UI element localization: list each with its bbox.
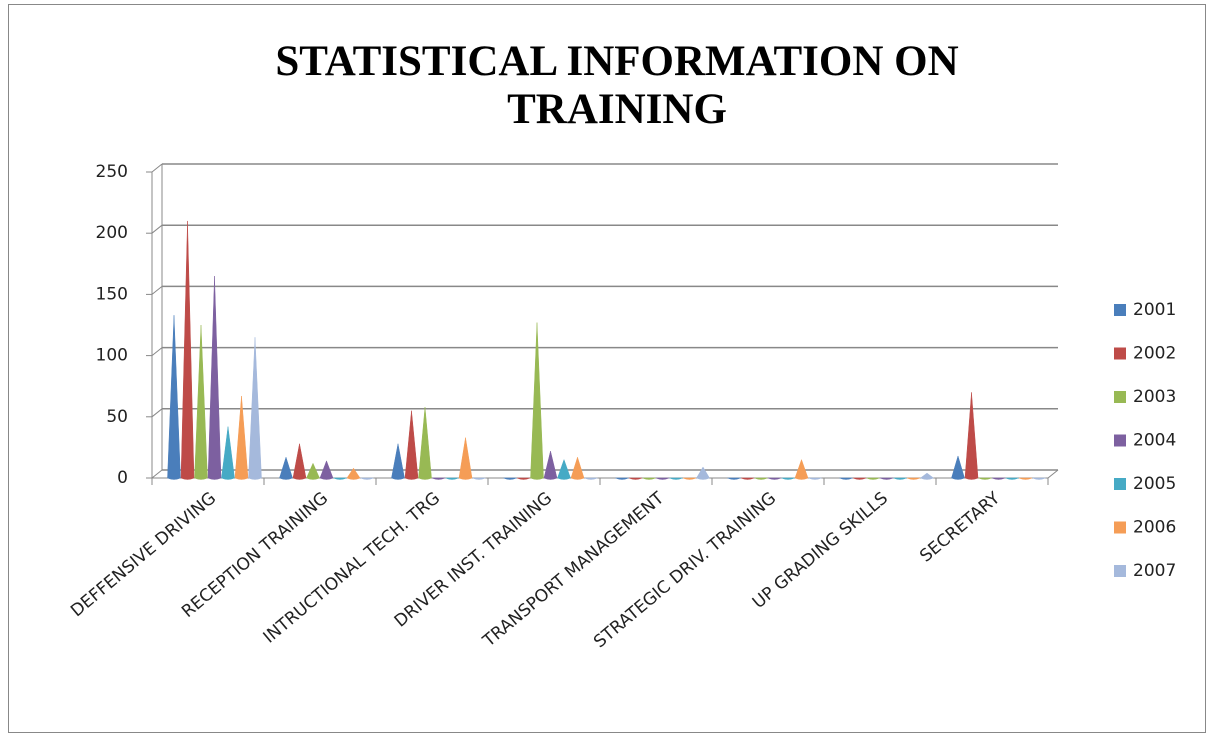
- bar: [346, 467, 361, 480]
- bar: [951, 455, 965, 480]
- legend-swatch: [1114, 391, 1126, 403]
- bar: [767, 477, 782, 480]
- bar: [557, 458, 571, 480]
- bar: [458, 437, 473, 480]
- bar: [615, 477, 629, 480]
- bar: [920, 472, 934, 480]
- legend-swatch: [1114, 347, 1126, 360]
- grid-line-side: [151, 408, 163, 418]
- bar: [808, 477, 822, 480]
- bar: [794, 458, 809, 480]
- bar: [194, 324, 208, 480]
- y-tick-label: 50: [106, 407, 128, 427]
- bar: [292, 443, 307, 480]
- bar: [503, 477, 517, 480]
- chart-title: STATISTICAL INFORMATION ON TRAINING: [275, 38, 959, 133]
- bar: [893, 477, 907, 480]
- bar: [543, 451, 558, 480]
- bar: [642, 477, 656, 480]
- bar: [167, 315, 181, 480]
- bar: [221, 426, 235, 480]
- bar: [431, 477, 446, 480]
- bar: [669, 477, 683, 480]
- bar: [1005, 477, 1019, 480]
- legend-label: 2003: [1133, 387, 1176, 407]
- bar: [404, 410, 419, 480]
- x-tick-label: TRANSPORT MANAGEMENT: [479, 488, 669, 652]
- bar: [516, 477, 531, 480]
- bar: [628, 477, 643, 480]
- y-tick-label: 150: [96, 284, 128, 304]
- bar: [740, 477, 755, 480]
- legend-swatch: [1114, 521, 1126, 534]
- bar: [1032, 477, 1046, 480]
- bar: [655, 477, 670, 480]
- bar: [991, 477, 1006, 480]
- bar: [418, 406, 432, 480]
- y-tick-label: 100: [96, 346, 128, 366]
- bar: [754, 477, 768, 480]
- legend-label: 2002: [1133, 344, 1176, 364]
- bar: [879, 477, 894, 480]
- chart-frame: [8, 4, 1206, 733]
- x-tick-label: SECRETARY: [916, 488, 1004, 567]
- bar: [852, 477, 867, 480]
- grid-line-side: [151, 163, 163, 173]
- legend-swatch: [1114, 478, 1126, 490]
- bar: [584, 477, 598, 480]
- legend-label: 2006: [1133, 518, 1176, 538]
- bar: [180, 220, 195, 480]
- bar: [570, 456, 585, 480]
- bar: [682, 477, 697, 480]
- y-tick-label: 0: [117, 468, 128, 488]
- grid-line-side: [151, 224, 163, 234]
- bar: [333, 477, 347, 480]
- bar: [727, 477, 741, 480]
- bar: [978, 477, 992, 480]
- grid-line-side: [151, 286, 163, 295]
- bar: [248, 337, 262, 480]
- bar: [1018, 477, 1033, 480]
- bar: [530, 322, 544, 480]
- bar: [319, 460, 334, 480]
- bar: [781, 477, 795, 480]
- bar: [360, 477, 374, 480]
- bar: [207, 276, 222, 480]
- x-tick-label: INTRUCTIONAL TECH. TRG: [260, 488, 444, 647]
- bar: [472, 477, 486, 480]
- x-tick-label: STRATEGIC DRIV. TRAINING: [590, 488, 780, 652]
- bar: [234, 395, 249, 480]
- legend-label: 2001: [1133, 300, 1176, 320]
- y-tick-label: 250: [96, 162, 128, 182]
- bar: [696, 466, 710, 480]
- legend-label: 2004: [1133, 431, 1176, 451]
- bar: [306, 462, 320, 480]
- bar: [445, 477, 459, 480]
- legend-label: 2007: [1133, 561, 1176, 581]
- legend-swatch: [1114, 304, 1126, 316]
- bar: [391, 443, 405, 480]
- legend-label: 2005: [1133, 474, 1176, 494]
- bar: [866, 477, 880, 480]
- bar: [279, 456, 293, 480]
- grid-line-side: [151, 469, 163, 479]
- bar: [964, 392, 979, 480]
- bar: [906, 477, 921, 480]
- legend-swatch: [1114, 565, 1126, 577]
- legend-swatch: [1114, 434, 1126, 447]
- y-tick-label: 200: [96, 223, 128, 243]
- grid-line-side: [151, 347, 163, 356]
- bar: [839, 477, 853, 480]
